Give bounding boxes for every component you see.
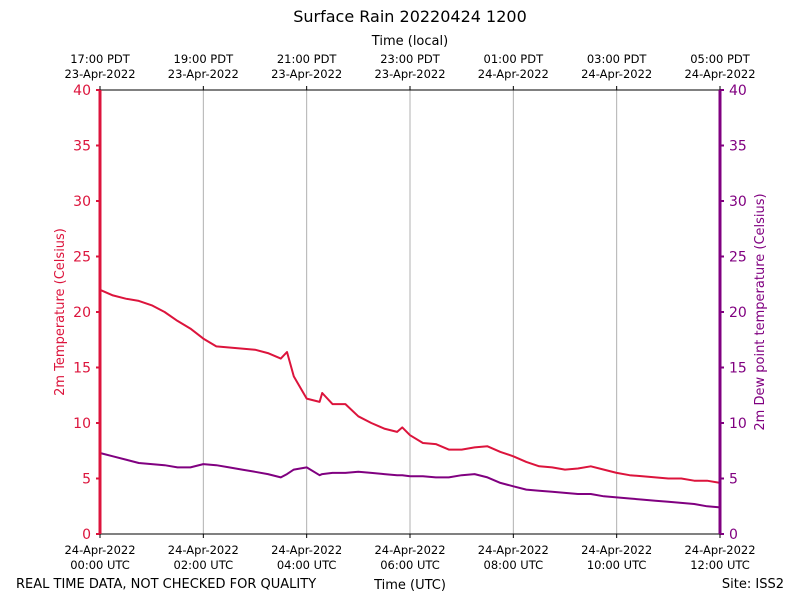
y-tick-label-left: 30 — [73, 194, 91, 210]
y-tick-label-left: 20 — [73, 305, 91, 321]
y-tick-label-left: 5 — [82, 472, 91, 488]
footer-left: REAL TIME DATA, NOT CHECKED FOR QUALITY — [16, 577, 316, 592]
top-tick-label-time: 23:00 PDT — [380, 52, 441, 66]
y-tick-label-right: 0 — [729, 527, 738, 543]
top-tick-label-time: 03:00 PDT — [587, 52, 648, 66]
x-tick-label-date: 24-Apr-2022 — [64, 543, 135, 557]
y-tick-label-right: 5 — [729, 472, 738, 488]
temperature-line — [99, 288, 721, 484]
top-tick-label-time: 17:00 PDT — [70, 52, 131, 66]
x-tick-label-date: 24-Apr-2022 — [478, 543, 549, 557]
top-tick-label-date: 23-Apr-2022 — [374, 67, 445, 81]
top-tick-label-date: 23-Apr-2022 — [271, 67, 342, 81]
y-tick-label-right: 35 — [729, 139, 747, 155]
top-tick-label-time: 01:00 PDT — [484, 52, 545, 66]
top-tick-label-time: 19:00 PDT — [174, 52, 235, 66]
top-axis-label: Time (local) — [371, 34, 448, 49]
x-tick-label-date: 24-Apr-2022 — [271, 543, 342, 557]
x-tick-label-date: 24-Apr-2022 — [168, 543, 239, 557]
y-tick-label-left: 25 — [73, 250, 91, 266]
y-axis-label-right: 2m Dew point temperature (Celsius) — [753, 193, 768, 430]
top-tick-label-date: 23-Apr-2022 — [168, 67, 239, 81]
top-tick-label-date: 23-Apr-2022 — [64, 67, 135, 81]
y-tick-label-left: 10 — [73, 416, 91, 432]
y-tick-label-right: 20 — [729, 305, 747, 321]
y-tick-label-left: 15 — [73, 361, 91, 377]
top-tick-label-date: 24-Apr-2022 — [581, 67, 652, 81]
y-tick-label-left: 40 — [73, 83, 91, 99]
top-tick-label-date: 24-Apr-2022 — [478, 67, 549, 81]
y-tick-label-right: 10 — [729, 416, 747, 432]
y-tick-label-left: 0 — [82, 527, 91, 543]
y-tick-label-right: 40 — [729, 83, 747, 99]
x-tick-label-date: 24-Apr-2022 — [684, 543, 755, 557]
y-tick-label-right: 15 — [729, 361, 747, 377]
x-axis-label: Time (UTC) — [373, 578, 446, 593]
x-tick-label-date: 24-Apr-2022 — [374, 543, 445, 557]
footer-right: Site: ISS2 — [722, 577, 784, 592]
y-tick-label-left: 35 — [73, 139, 91, 155]
x-tick-label-time: 02:00 UTC — [174, 558, 234, 572]
x-tick-label-time: 06:00 UTC — [380, 558, 440, 572]
x-tick-label-time: 12:00 UTC — [690, 558, 750, 572]
x-tick-label-date: 24-Apr-2022 — [581, 543, 652, 557]
x-tick-label-time: 00:00 UTC — [70, 558, 130, 572]
chart-title: Surface Rain 20220424 1200 — [293, 7, 527, 26]
top-tick-label-time: 21:00 PDT — [277, 52, 338, 66]
dewpoint-line — [99, 452, 721, 509]
y-axis-label-left: 2m Temperature (Celsius) — [53, 228, 68, 396]
y-tick-label-right: 25 — [729, 250, 747, 266]
top-tick-label-time: 05:00 PDT — [690, 52, 751, 66]
x-tick-label-time: 04:00 UTC — [277, 558, 337, 572]
x-tick-label-time: 10:00 UTC — [587, 558, 647, 572]
x-tick-label-time: 08:00 UTC — [484, 558, 544, 572]
y-tick-label-right: 30 — [729, 194, 747, 210]
top-tick-label-date: 24-Apr-2022 — [684, 67, 755, 81]
